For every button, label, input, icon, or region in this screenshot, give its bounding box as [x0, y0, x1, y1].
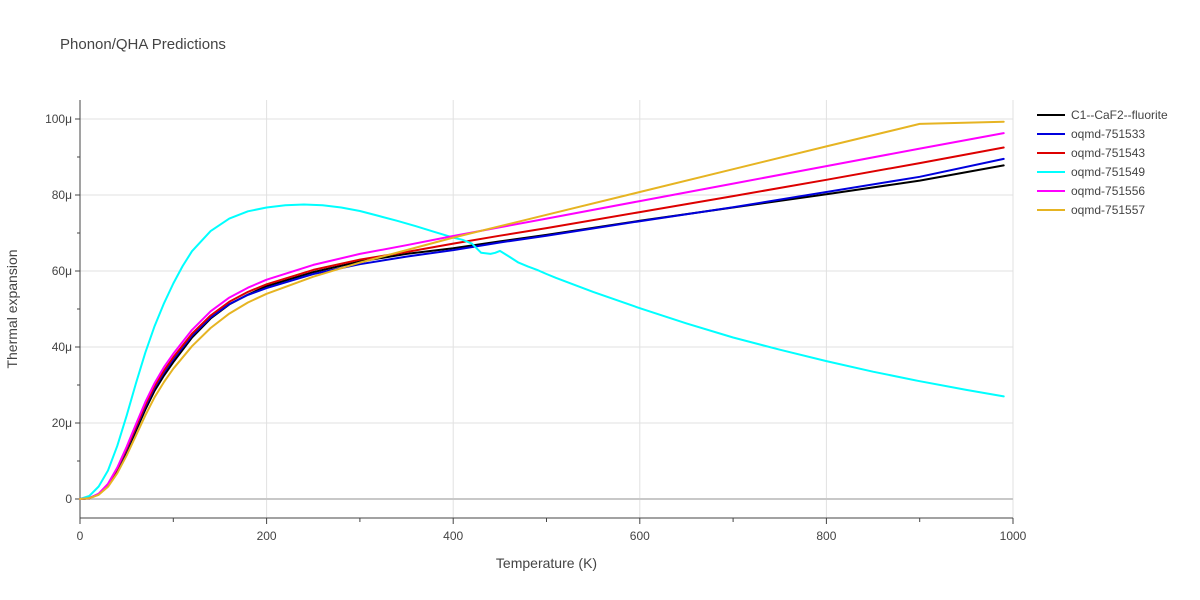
legend-label: oqmd-751549: [1071, 165, 1145, 179]
legend-label: oqmd-751533: [1071, 127, 1145, 141]
series-lines: [79, 120, 1005, 500]
legend-item[interactable]: oqmd-751556: [1037, 184, 1145, 198]
legend-item[interactable]: oqmd-751533: [1037, 127, 1145, 141]
y-tick-label: 20μ: [52, 416, 72, 430]
series-line-oqmd-751533: [79, 157, 1005, 500]
x-tick-label: 800: [816, 529, 836, 543]
y-tick-label: 60μ: [52, 264, 72, 278]
legend-label: C1--CaF2--fluorite: [1071, 108, 1168, 122]
series-line-oqmd-751556: [79, 132, 1005, 500]
y-axis-title: Thermal expansion: [4, 249, 20, 368]
legend-label: oqmd-751557: [1071, 203, 1145, 217]
x-tick-label: 0: [77, 529, 84, 543]
grid: [80, 100, 1014, 518]
series-line-oqmd-751549: [79, 203, 1005, 500]
x-tick-label: 200: [257, 529, 277, 543]
series-line-oqmd-751543: [79, 146, 1005, 500]
legend[interactable]: C1--CaF2--fluorite oqmd-751533 oqmd-751543…: [1037, 108, 1168, 217]
legend-label: oqmd-751556: [1071, 184, 1145, 198]
y-tick-label: 40μ: [52, 340, 72, 354]
x-axis-title: Temperature (K): [496, 555, 597, 571]
y-tick-label: 0: [65, 492, 72, 506]
y-tick-label: 80μ: [52, 188, 72, 202]
legend-item[interactable]: oqmd-751543: [1037, 146, 1145, 160]
x-tick-label: 1000: [1000, 529, 1027, 543]
tick-labels: 0 200 400 600 800 1000 0 20μ 40μ 60μ 80μ 100μ: [45, 112, 1027, 543]
chart-title: Phonon/QHA Predictions: [60, 36, 226, 53]
legend-item[interactable]: C1--CaF2--fluorite: [1037, 108, 1168, 122]
legend-item[interactable]: oqmd-751557: [1037, 203, 1145, 217]
y-tick-label: 100μ: [45, 112, 72, 126]
series-line-oqmd-751557: [79, 120, 1005, 500]
x-tick-label: 600: [630, 529, 650, 543]
legend-item[interactable]: oqmd-751549: [1037, 165, 1145, 179]
legend-label: oqmd-751543: [1071, 146, 1145, 160]
x-tick-label: 400: [443, 529, 463, 543]
